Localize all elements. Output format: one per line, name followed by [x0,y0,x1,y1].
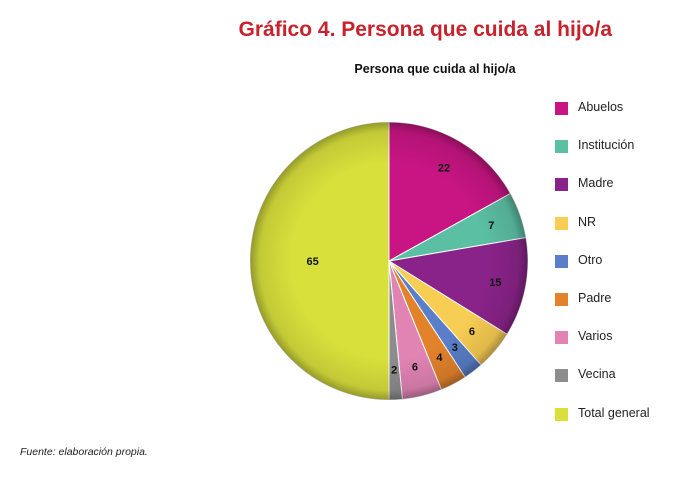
legend-item-abuelos: Abuelos [555,100,650,138]
legend-label: Madre [578,176,614,191]
legend-swatch [555,331,568,345]
data-label-otro: 3 [452,342,458,354]
legend-label: Abuelos [578,100,624,114]
legend-label: Padre [578,290,612,305]
data-label-abuelos: 22 [438,163,450,175]
data-label-vecina: 2 [391,364,397,376]
source-note: Fuente: elaboración propia. [20,446,148,458]
legend-item-vecina: Vecina [555,367,650,405]
legend-label: Total general [578,405,650,420]
data-label-madre: 15 [489,277,501,289]
legend-item-madre: Madre [555,176,650,214]
legend-label: NR [578,214,597,229]
legend-swatch [555,369,568,383]
legend-swatch [555,407,568,421]
data-label-total-general: 65 [306,256,318,268]
legend-swatch [555,102,568,115]
legend-label: Institución [578,138,635,153]
chart-title: Persona que cuida al hijo/a [354,62,516,76]
legend-swatch [555,140,568,154]
legend-label: Varios [578,329,613,344]
legend-item-varios: Varios [555,329,650,367]
data-label-padre: 4 [436,352,443,364]
legend-item-padre: Padre [555,291,650,329]
legend: Abuelos Institución Madre NR Otro Padre Varios… [555,100,650,444]
legend-swatch [555,178,568,192]
legend-label: Otro [578,252,603,267]
figure-title: Gráfico 4. Persona que cuida al hijo/a [238,18,612,41]
legend-swatch [555,254,568,268]
legend-swatch [555,216,568,230]
data-label-institucion: 7 [488,220,494,232]
legend-item-institucion: Institución [555,138,650,176]
legend-swatch [555,292,568,306]
pie-slice-total-general [249,121,390,401]
legend-item-nr: NR [555,215,650,253]
legend-item-otro: Otro [555,253,650,291]
data-label-nr: 6 [469,326,475,338]
legend-item-total-general: Total general [555,406,650,444]
data-label-varios: 6 [412,361,418,373]
legend-label: Vecina [578,367,616,382]
